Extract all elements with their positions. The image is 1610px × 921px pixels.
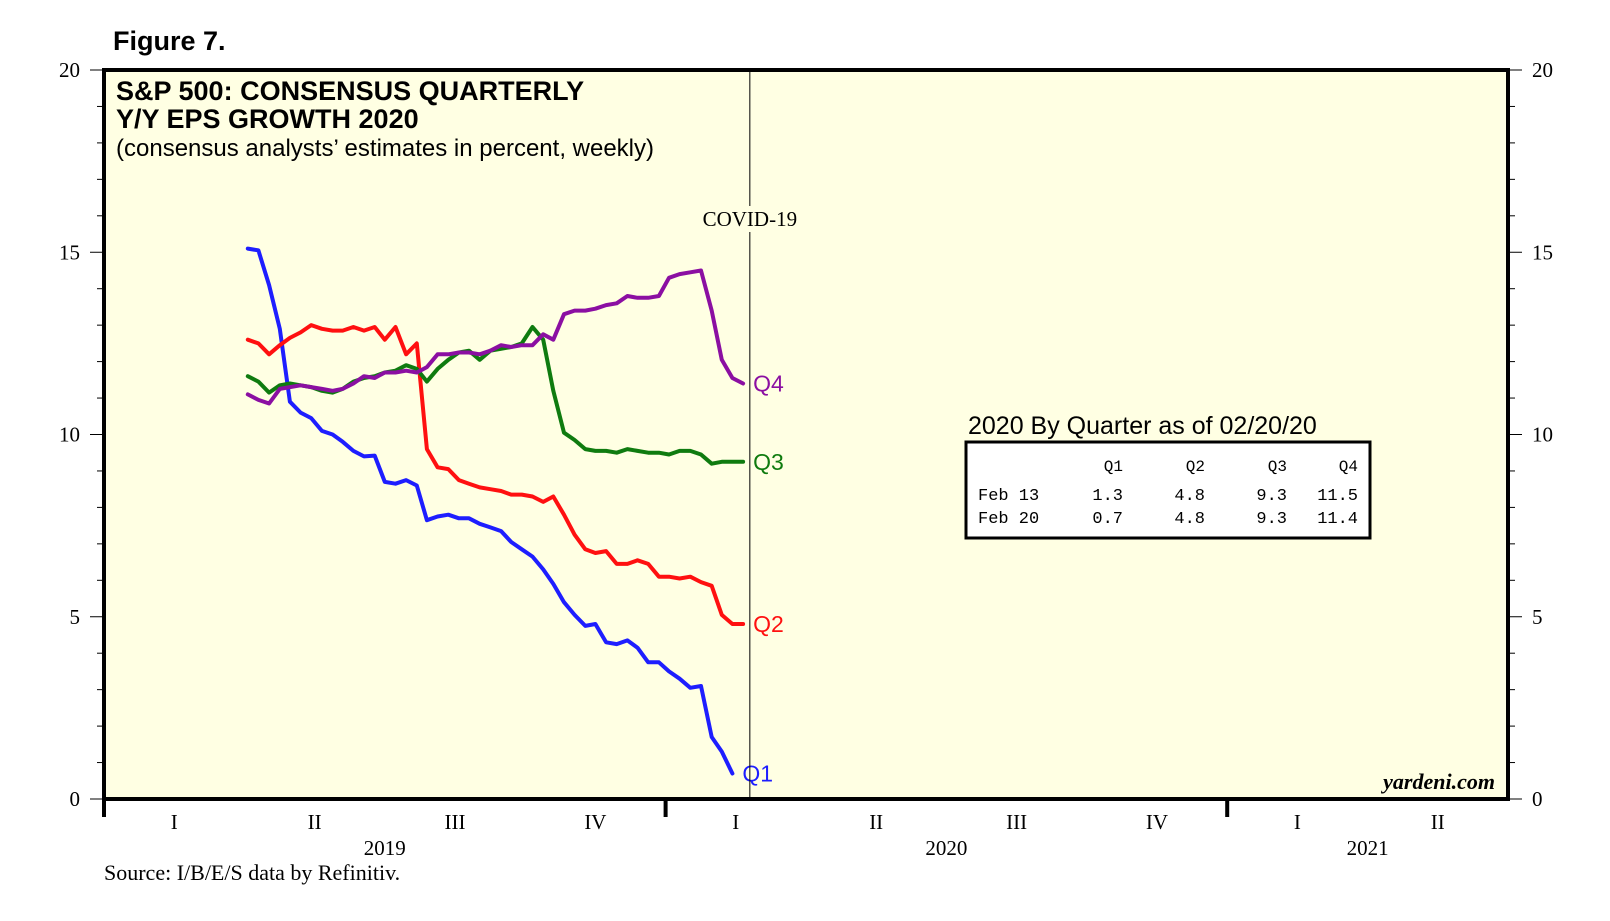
- series-label-q1: Q1: [742, 760, 773, 786]
- quarter-label: IV: [1146, 810, 1168, 834]
- series-layer: Q1 Q2 Q3 Q4: [245, 246, 784, 786]
- series-label-q4: Q4: [753, 370, 784, 396]
- quarter-label: I: [1294, 810, 1301, 834]
- chart-title-line2: Y/Y EPS GROWTH 2020: [116, 104, 419, 134]
- table-cell: 4.8: [1174, 510, 1205, 529]
- table-cell: 9.3: [1256, 510, 1287, 529]
- year-label: 2019: [364, 836, 406, 860]
- y-tick-label-right: 10: [1532, 423, 1553, 447]
- table-row-label: Feb 20: [978, 510, 1039, 529]
- covid-label-bg: [693, 206, 806, 232]
- table-cell: 4.8: [1174, 487, 1205, 506]
- chart-title-line1: S&P 500: CONSENSUS QUARTERLY: [116, 76, 584, 106]
- y-tick-label-left: 20: [59, 58, 80, 82]
- table-header: Q3: [1268, 458, 1287, 476]
- watermark: yardeni.com: [1380, 769, 1495, 794]
- data-table: 2020 By Quarter as of 02/20/20 Q1 Q2 Q3 Q4 Fe…: [964, 412, 1372, 540]
- table-cell: 11.5: [1317, 487, 1358, 506]
- table-title: 2020 By Quarter as of 02/20/20: [968, 412, 1317, 440]
- table-cell: 9.3: [1256, 487, 1287, 506]
- table-row-label: Feb 13: [978, 487, 1039, 506]
- table-box: [964, 440, 1372, 540]
- y-tick-label-left: 0: [70, 787, 81, 811]
- year-label: 2020: [925, 836, 967, 860]
- plot-area: [102, 68, 1510, 801]
- table-cell: 1.3: [1092, 487, 1123, 506]
- series-line-q4: [245, 268, 746, 406]
- quarter-label: I: [171, 810, 178, 834]
- covid-label: COVID-19: [703, 207, 798, 231]
- y-tick-label-right: 0: [1532, 787, 1543, 811]
- table-header: Q2: [1186, 458, 1205, 476]
- quarter-label: II: [308, 810, 322, 834]
- quarter-label: IV: [584, 810, 606, 834]
- quarter-label: III: [445, 810, 466, 834]
- series-label-q2: Q2: [753, 611, 784, 637]
- chart-subtitle: (consensus analysts’ estimates in percen…: [116, 135, 654, 162]
- y-tick-label-right: 5: [1532, 605, 1543, 629]
- year-label: 2021: [1347, 836, 1389, 860]
- table-cell: 11.4: [1317, 510, 1358, 529]
- y-tick-label-right: 15: [1532, 240, 1553, 264]
- y-tick-label-left: 10: [59, 423, 80, 447]
- tick-marks: 0 0 5 5 10 10 15 15 20 20: [59, 58, 1553, 811]
- quarter-label: II: [1431, 810, 1445, 834]
- quarter-label: I: [732, 810, 739, 834]
- series-label-q3: Q3: [753, 449, 784, 475]
- series-line-q1: [245, 246, 735, 776]
- y-tick-label-right: 20: [1532, 58, 1553, 82]
- quarter-label: III: [1006, 810, 1027, 834]
- source-note: Source: I/B/E/S data by Refinitiv.: [104, 860, 400, 885]
- table-cell: 0.7: [1092, 510, 1123, 529]
- table-header: Q4: [1339, 458, 1358, 476]
- table-header: Q1: [1104, 458, 1123, 476]
- quarter-label: II: [869, 810, 883, 834]
- y-tick-label-left: 5: [70, 605, 81, 629]
- series-line-q2: [245, 323, 746, 626]
- y-tick-label-left: 15: [59, 240, 80, 264]
- figure-label: Figure 7.: [113, 26, 226, 56]
